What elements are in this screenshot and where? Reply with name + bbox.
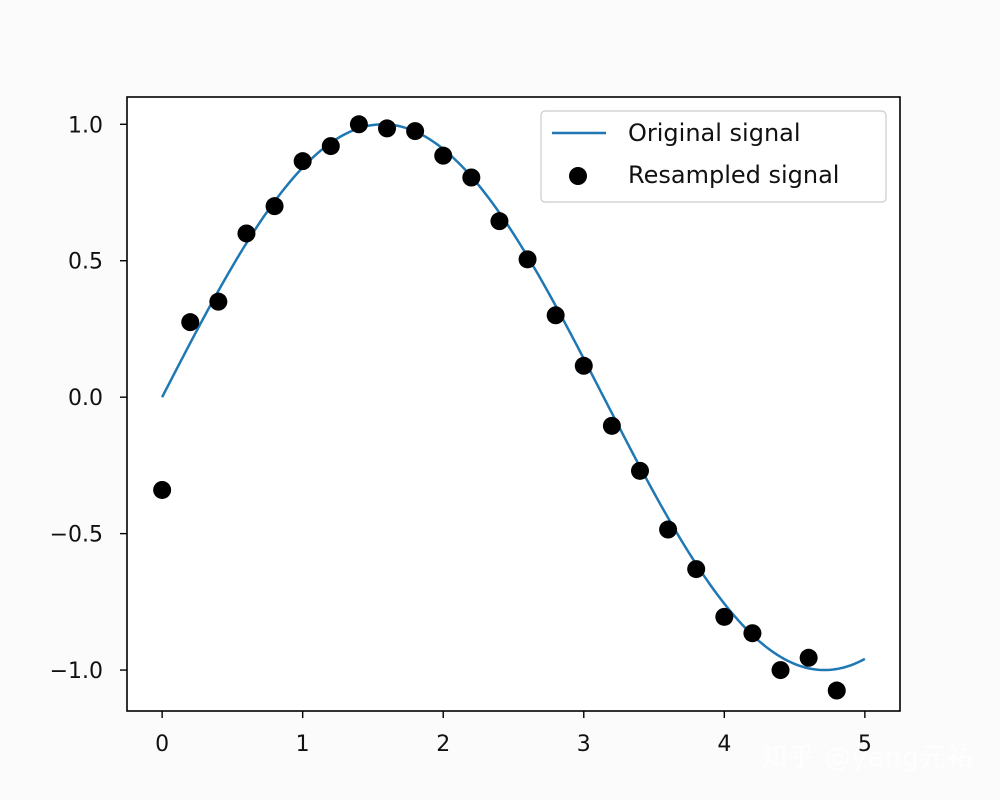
resampled-point: [827, 681, 846, 700]
resampled-point: [265, 197, 284, 216]
resampled-point: [462, 168, 481, 187]
legend-label-original: Original signal: [628, 119, 801, 147]
resampled-point: [209, 292, 228, 311]
legend: Original signal Resampled signal: [540, 110, 887, 203]
resampled-point: [434, 146, 453, 165]
legend-box: [540, 110, 887, 203]
resampled-point: [574, 356, 593, 375]
watermark: 知乎 @yang元祐: [761, 743, 974, 773]
resampled-point: [321, 137, 340, 156]
y-tick-label: 1.0: [68, 113, 103, 138]
resampled-point: [349, 115, 368, 134]
legend-label-resampled: Resampled signal: [628, 161, 839, 189]
x-tick-label: 2: [436, 732, 450, 757]
resampled-point: [378, 119, 397, 138]
legend-marker-swatch: [569, 167, 587, 185]
y-tick-label: 0.0: [68, 386, 103, 411]
x-tick-label: 1: [296, 732, 310, 757]
resampled-point: [602, 416, 621, 435]
resampled-point: [490, 212, 509, 231]
x-tick-label: 5: [858, 732, 872, 757]
resampled-point: [153, 480, 172, 499]
resampled-point: [406, 122, 425, 141]
resampled-point: [630, 461, 649, 480]
resampled-point: [715, 607, 734, 626]
resampled-signal-points: [153, 115, 846, 700]
resampled-point: [293, 152, 312, 171]
x-tick-label: 4: [717, 732, 731, 757]
y-tick-label: −0.5: [50, 523, 103, 548]
resampled-point: [181, 313, 200, 332]
plot-frame: [126, 96, 901, 712]
x-tick-label: 3: [577, 732, 591, 757]
axis-ticks: 0 1 2 3 4 5 1.0 0.5 0.0 −0.5 −1.0: [50, 113, 872, 757]
resampled-point: [771, 661, 790, 680]
resampled-point: [799, 648, 818, 667]
y-tick-label: −1.0: [50, 659, 103, 684]
y-tick-label: 0.5: [68, 250, 103, 275]
resampled-point: [518, 250, 537, 269]
resampled-point: [659, 520, 678, 539]
resampled-point: [237, 224, 256, 243]
resampled-point: [743, 624, 762, 643]
x-tick-label: 0: [155, 732, 169, 757]
resampled-point: [546, 306, 565, 325]
resampled-point: [687, 560, 706, 579]
